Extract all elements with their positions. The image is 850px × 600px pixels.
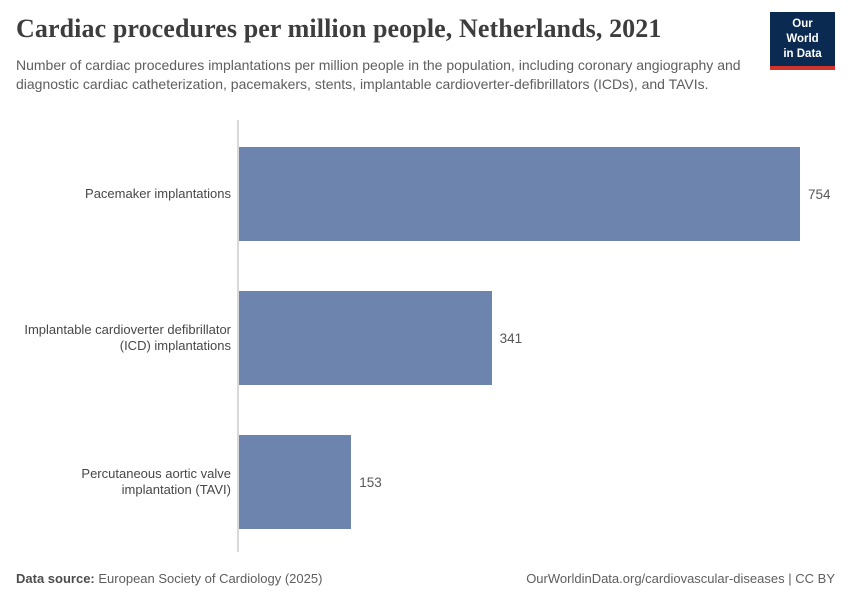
bar-chart: Pacemaker implantations 754 Implantable ca… xyxy=(0,120,850,552)
owid-logo-line2: in Data xyxy=(783,47,822,60)
data-source-value: European Society of Cardiology (2025) xyxy=(98,571,323,586)
value-label: 153 xyxy=(359,474,382,490)
data-source-label: Data source: xyxy=(16,571,95,586)
category-label: Percutaneous aortic valve implantation (… xyxy=(81,466,231,497)
value-label: 754 xyxy=(808,186,831,202)
bar-0[interactable] xyxy=(237,147,800,241)
plot-area: 754 xyxy=(237,147,850,241)
chart-rows: Pacemaker implantations 754 Implantable ca… xyxy=(0,122,850,554)
value-label: 341 xyxy=(499,330,523,346)
page-title: Cardiac procedures per million people, N… xyxy=(16,14,662,43)
footer-right: OurWorldinData.org/cardiovascular-diseas… xyxy=(526,571,835,586)
y-axis-line xyxy=(237,120,239,552)
license-label[interactable]: CC BY xyxy=(795,571,835,586)
bar-1[interactable] xyxy=(237,291,492,385)
category-label: Pacemaker implantations xyxy=(85,186,231,201)
chart-row: Percutaneous aortic valve implantation (… xyxy=(0,410,850,554)
chart-footer: Data source: European Society of Cardiol… xyxy=(16,571,835,586)
plot-area: 153 xyxy=(237,435,850,529)
chart-header: Cardiac procedures per million people, N… xyxy=(16,14,750,44)
footer-separator: | xyxy=(788,571,792,586)
plot-area: 341 xyxy=(237,291,850,385)
chart-row: Pacemaker implantations 754 xyxy=(0,122,850,266)
owid-logo-line1: Our World xyxy=(786,18,819,45)
owid-link[interactable]: OurWorldinData.org/cardiovascular-diseas… xyxy=(526,571,785,586)
category-label: Implantable cardioverter defibrillator (… xyxy=(24,322,231,353)
chart-row: Implantable cardioverter defibrillator (… xyxy=(0,266,850,410)
owid-logo[interactable]: Our World in Data xyxy=(770,12,835,70)
data-source: Data source: European Society of Cardiol… xyxy=(16,571,322,586)
chart-subtitle: Number of cardiac procedures implantatio… xyxy=(16,57,741,92)
bar-2[interactable] xyxy=(237,435,352,529)
